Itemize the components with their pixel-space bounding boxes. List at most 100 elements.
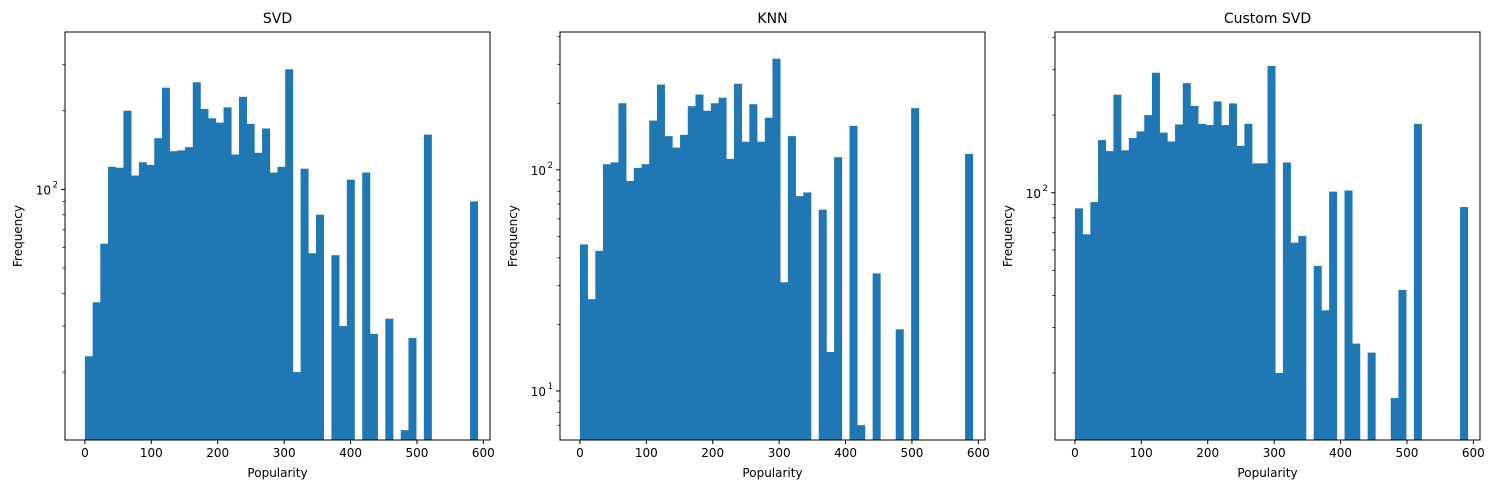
x-tick-label: 500 [901, 446, 924, 460]
histogram-bar [1159, 132, 1168, 440]
y-tick-label: 10 [36, 183, 51, 197]
x-tick-label: 200 [1196, 446, 1219, 460]
histogram-bar [331, 255, 340, 440]
histogram-bar [423, 134, 432, 440]
histogram-bar [1175, 124, 1184, 440]
histogram-bar [1098, 140, 1107, 440]
histogram-bar [703, 110, 712, 441]
histogram-bar [169, 151, 178, 440]
x-tick-label: 0 [81, 446, 89, 460]
histogram-bar [649, 120, 658, 440]
histogram-bar [108, 166, 117, 440]
bars-group [84, 69, 479, 441]
x-tick-label: 300 [1263, 446, 1286, 460]
histogram-bar [316, 214, 325, 440]
histogram-bar [764, 117, 773, 441]
x-tick-label: 100 [635, 446, 658, 460]
histogram-bar [1090, 202, 1099, 440]
histogram-bar [262, 128, 271, 441]
histogram-bar [1344, 190, 1353, 440]
histogram-bar [664, 136, 673, 440]
x-tick-label: 500 [1396, 446, 1419, 460]
histogram-bar [1082, 234, 1091, 440]
histogram-bar [131, 175, 140, 440]
histogram-bar [238, 96, 247, 440]
y-tick-label: 10 [531, 385, 546, 399]
histogram-bar [300, 168, 309, 440]
histogram-bar [1398, 289, 1407, 440]
histogram-bar [1198, 123, 1207, 440]
histogram-bar [1113, 94, 1122, 440]
histogram-bar [115, 167, 124, 440]
histogram-bar [223, 107, 232, 440]
histogram-bar [362, 172, 371, 441]
histogram-bar [803, 192, 812, 440]
histogram-bar [818, 209, 827, 440]
x-tick-label: 0 [1071, 446, 1079, 460]
histogram-bar [100, 243, 109, 440]
x-tick-label: 600 [967, 446, 990, 460]
axes-frame [559, 31, 986, 441]
histogram-bar [1298, 235, 1307, 440]
histogram-bar [1282, 162, 1291, 440]
x-tick-label: 500 [406, 446, 429, 460]
histogram-bar [385, 318, 394, 440]
histogram-bar [895, 329, 904, 440]
histogram-bar [849, 125, 858, 440]
histogram-bar [710, 103, 719, 440]
histogram-bar [200, 109, 209, 440]
histogram-bar [1290, 242, 1299, 440]
x-tick-label: 600 [472, 446, 495, 460]
histogram-bar [192, 82, 201, 440]
histogram-bar [1329, 191, 1338, 440]
histogram-bar [408, 338, 417, 440]
panel-svd: SVD 0 100 200 300 400 500 600 10 2 Popularity Fr… [11, 11, 495, 480]
histogram-bar [1244, 123, 1253, 440]
histogram-bar [757, 141, 766, 440]
histogram-bar [1460, 207, 1469, 440]
histogram-bar [208, 118, 217, 440]
histogram-bar [185, 147, 194, 440]
histogram-bar [787, 136, 796, 440]
histogram-bar [695, 94, 704, 440]
chart-title: Custom SVD [1224, 11, 1311, 27]
histogram-bar [965, 153, 974, 441]
histogram-bar [1275, 373, 1284, 440]
histogram-bar [911, 108, 920, 441]
histogram-bar [1252, 163, 1261, 441]
x-tick-label: 100 [1130, 446, 1153, 460]
histogram-bar [369, 333, 378, 440]
y-tick-exponent: 1 [548, 382, 553, 392]
histogram-bar [1321, 310, 1330, 440]
histogram-bar [1205, 125, 1214, 440]
histogram-bar [733, 83, 742, 440]
y-axis-label: Frequency [11, 205, 25, 267]
x-axis-label: Popularity [742, 466, 802, 480]
histogram-bar [857, 425, 866, 440]
histogram-bar [741, 141, 750, 440]
histogram-bar [177, 150, 186, 440]
histogram-bar [1413, 123, 1422, 440]
histogram-bar [718, 97, 727, 440]
histogram-bar [1213, 101, 1222, 441]
x-axis-label: Popularity [1237, 466, 1297, 480]
histogram-bar [595, 250, 604, 440]
x-tick-label: 600 [1462, 446, 1485, 460]
histogram-bar [1136, 131, 1145, 440]
x-tick-label: 200 [701, 446, 724, 460]
histogram-bar [680, 134, 689, 441]
histogram-bar [231, 154, 240, 441]
histogram-bar [161, 87, 170, 440]
x-tick-label: 400 [339, 446, 362, 460]
histogram-bar [1236, 145, 1245, 440]
histogram-bar [1182, 83, 1191, 440]
histogram-bar [346, 179, 355, 441]
x-tick-label: 300 [273, 446, 296, 460]
histogram-bar [626, 181, 635, 440]
histogram-bar [641, 164, 650, 440]
histogram-bar [84, 356, 93, 440]
histogram-bar [470, 201, 479, 440]
histogram-bar [1390, 398, 1399, 440]
